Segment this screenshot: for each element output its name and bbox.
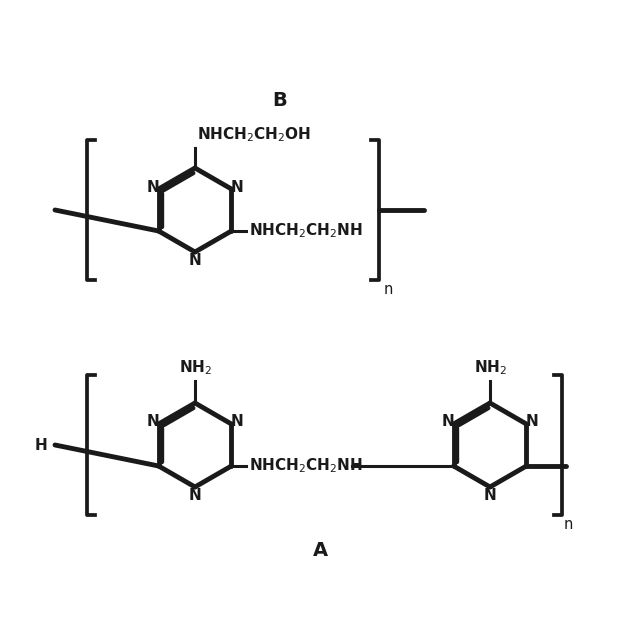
Text: N: N [441,415,454,429]
Text: NHCH$_2$CH$_2$OH: NHCH$_2$CH$_2$OH [197,125,311,144]
Text: n: n [383,282,393,297]
Text: H: H [35,438,47,452]
Text: N: N [189,488,202,502]
Text: N: N [231,415,244,429]
Text: B: B [273,90,287,109]
Text: N: N [147,179,159,195]
Text: NHCH$_2$CH$_2$NH: NHCH$_2$CH$_2$NH [250,221,363,241]
Text: N: N [189,253,202,268]
Text: NHCH$_2$CH$_2$NH: NHCH$_2$CH$_2$NH [250,457,363,476]
Text: NH$_2$: NH$_2$ [474,358,506,377]
Text: N: N [147,415,159,429]
Text: n: n [564,517,573,532]
Text: A: A [312,541,328,559]
Text: N: N [484,488,497,502]
Text: NH$_2$: NH$_2$ [179,358,211,377]
Text: N: N [231,179,244,195]
Text: N: N [526,415,539,429]
